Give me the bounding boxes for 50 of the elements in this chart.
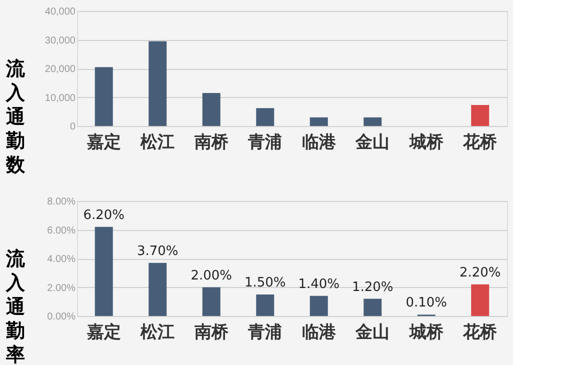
y-tick-label: 8.00% — [47, 196, 76, 208]
bar — [364, 117, 382, 126]
x-tick-label: 青浦 — [247, 322, 282, 342]
bar — [202, 92, 220, 126]
y-tick-label: 6.00% — [47, 225, 76, 236]
data-label: 2.00% — [190, 268, 232, 284]
x-tick-label: 花桥 — [462, 322, 498, 342]
x-tick-label: 松江 — [140, 322, 175, 342]
bar — [310, 296, 328, 316]
bar — [471, 105, 490, 126]
bar — [256, 108, 274, 126]
y-tick-label: 40,000 — [44, 6, 76, 18]
x-tick-label: 城桥 — [408, 132, 444, 152]
y-tick-label: 30,000 — [44, 35, 76, 46]
y-tick-label: 2.00% — [47, 282, 76, 294]
bar — [471, 284, 490, 316]
x-tick-label: 松江 — [140, 132, 175, 152]
x-tick-label: 青浦 — [247, 132, 282, 152]
data-label: 1.50% — [244, 275, 286, 290]
data-label: 2.20% — [459, 265, 501, 280]
x-tick-label: 金山 — [354, 322, 390, 342]
data-label: 6.20% — [83, 208, 125, 223]
x-tick-label: 城桥 — [408, 322, 444, 342]
bar — [364, 298, 382, 316]
y-tick-label: 20,000 — [44, 64, 76, 75]
x-tick-label: 临港 — [302, 132, 337, 152]
x-tick-label: 临港 — [302, 322, 337, 342]
data-label: 1.20% — [352, 280, 394, 295]
bar — [202, 287, 220, 316]
data-label: 0.10% — [406, 296, 448, 311]
y-axis-title: 流入通勤率 — [5, 248, 26, 365]
y-tick-label: 10,000 — [44, 92, 76, 104]
y-tick-label: 0.00% — [47, 312, 76, 322]
x-tick-label: 嘉定 — [86, 322, 121, 342]
x-tick-label: 金山 — [354, 132, 390, 152]
x-tick-label: 南桥 — [193, 132, 230, 152]
bar — [94, 67, 113, 126]
bar — [310, 117, 328, 126]
y-tick-label: 0 — [70, 122, 76, 132]
data-label: 1.40% — [298, 276, 340, 292]
x-tick-label: 南桥 — [193, 322, 230, 342]
bar — [148, 41, 167, 126]
x-tick-label: 花桥 — [462, 132, 498, 152]
x-tick-label: 嘉定 — [86, 132, 121, 152]
data-label: 3.70% — [136, 244, 178, 259]
bar — [148, 262, 167, 316]
bar — [256, 294, 274, 316]
bar — [94, 226, 113, 316]
y-tick-label: 4.00% — [47, 254, 76, 265]
y-axis-title: 流入通勤数 — [5, 58, 26, 176]
